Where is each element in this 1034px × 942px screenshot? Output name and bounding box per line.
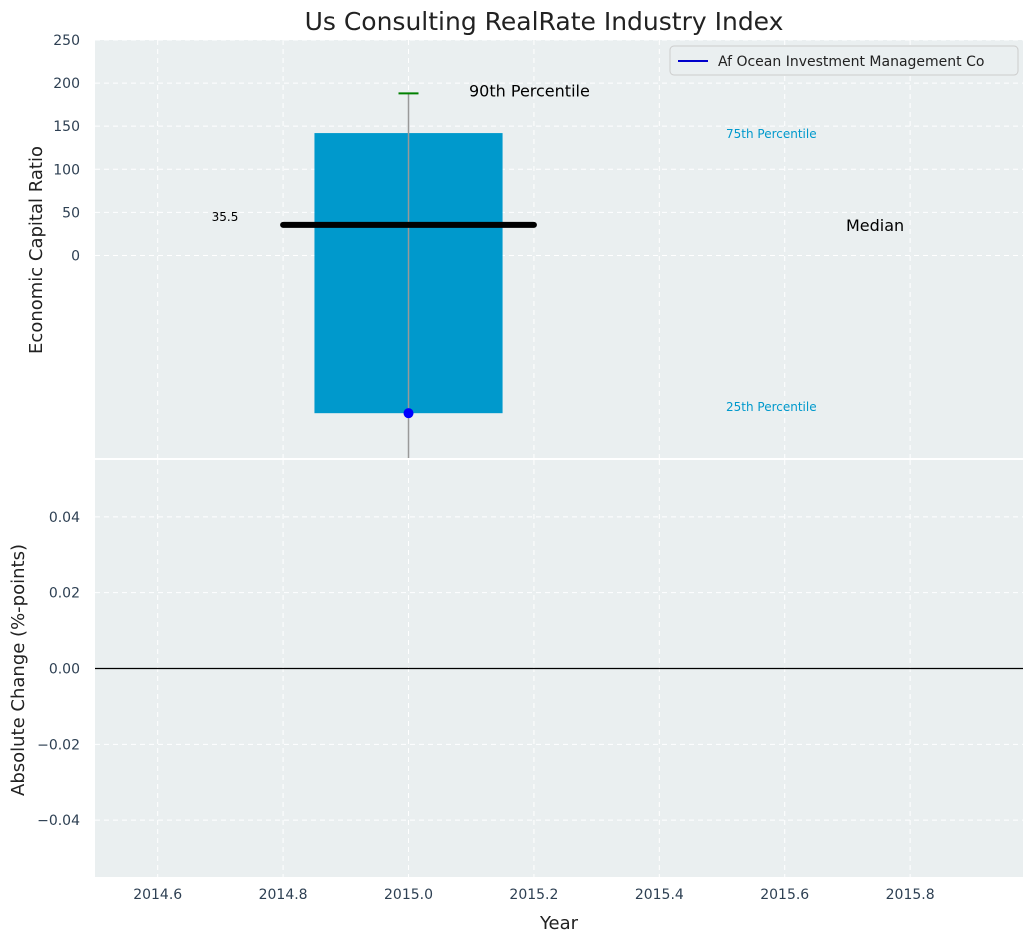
top-y-tick-label: 100 <box>53 162 80 178</box>
x-axis-label: Year <box>539 913 579 934</box>
legend-label: Af Ocean Investment Management Co <box>718 54 984 70</box>
chart-title: Us Consulting RealRate Industry Index <box>305 7 784 36</box>
x-tick-label: 2014.6 <box>133 887 182 903</box>
top-y-tick-label: 50 <box>62 205 80 221</box>
top-plot-background <box>95 40 1023 458</box>
bottom-y-tick-label: 0.00 <box>49 662 80 678</box>
x-tick-label: 2015.6 <box>760 887 809 903</box>
bottom-y-tick-label: −0.02 <box>37 737 80 753</box>
top-y-tick-label: 150 <box>53 119 80 135</box>
p90-label: 90th Percentile <box>469 81 590 100</box>
bottom-y-tick-label: 0.02 <box>49 586 80 602</box>
median-value-label: 35.5 <box>212 210 239 224</box>
bottom-y-tick-label: −0.04 <box>37 813 80 829</box>
x-tick-label: 2015.0 <box>384 887 433 903</box>
top-panel: 0 50 100 150 200 250 35.5 90th Percentile 75th P… <box>53 33 1023 458</box>
company-marker <box>403 408 414 419</box>
top-y-axis-label: Economic Capital Ratio <box>26 146 47 354</box>
p25-label: 25th Percentile <box>726 400 817 414</box>
top-y-tick-label: 0 <box>71 248 80 264</box>
x-tick-label: 2015.4 <box>635 887 684 903</box>
bottom-y-tick-label: 0.04 <box>49 510 80 526</box>
x-tick-label: 2014.8 <box>259 887 308 903</box>
top-y-tick-label: 200 <box>53 76 80 92</box>
median-label: Median <box>846 216 904 235</box>
x-tick-label: 2015.8 <box>886 887 935 903</box>
legend-box <box>669 45 1019 76</box>
legend: Af Ocean Investment Management Co <box>669 45 1019 76</box>
bottom-y-axis-label: Absolute Change (%-points) <box>8 544 29 796</box>
top-y-tick-label: 250 <box>53 33 80 49</box>
p75-label: 75th Percentile <box>726 127 817 141</box>
bottom-panel: 2014.6 2014.8 2015.0 2015.2 2015.4 2015.6 2015… <box>37 458 1023 903</box>
x-tick-label: 2015.2 <box>509 887 558 903</box>
